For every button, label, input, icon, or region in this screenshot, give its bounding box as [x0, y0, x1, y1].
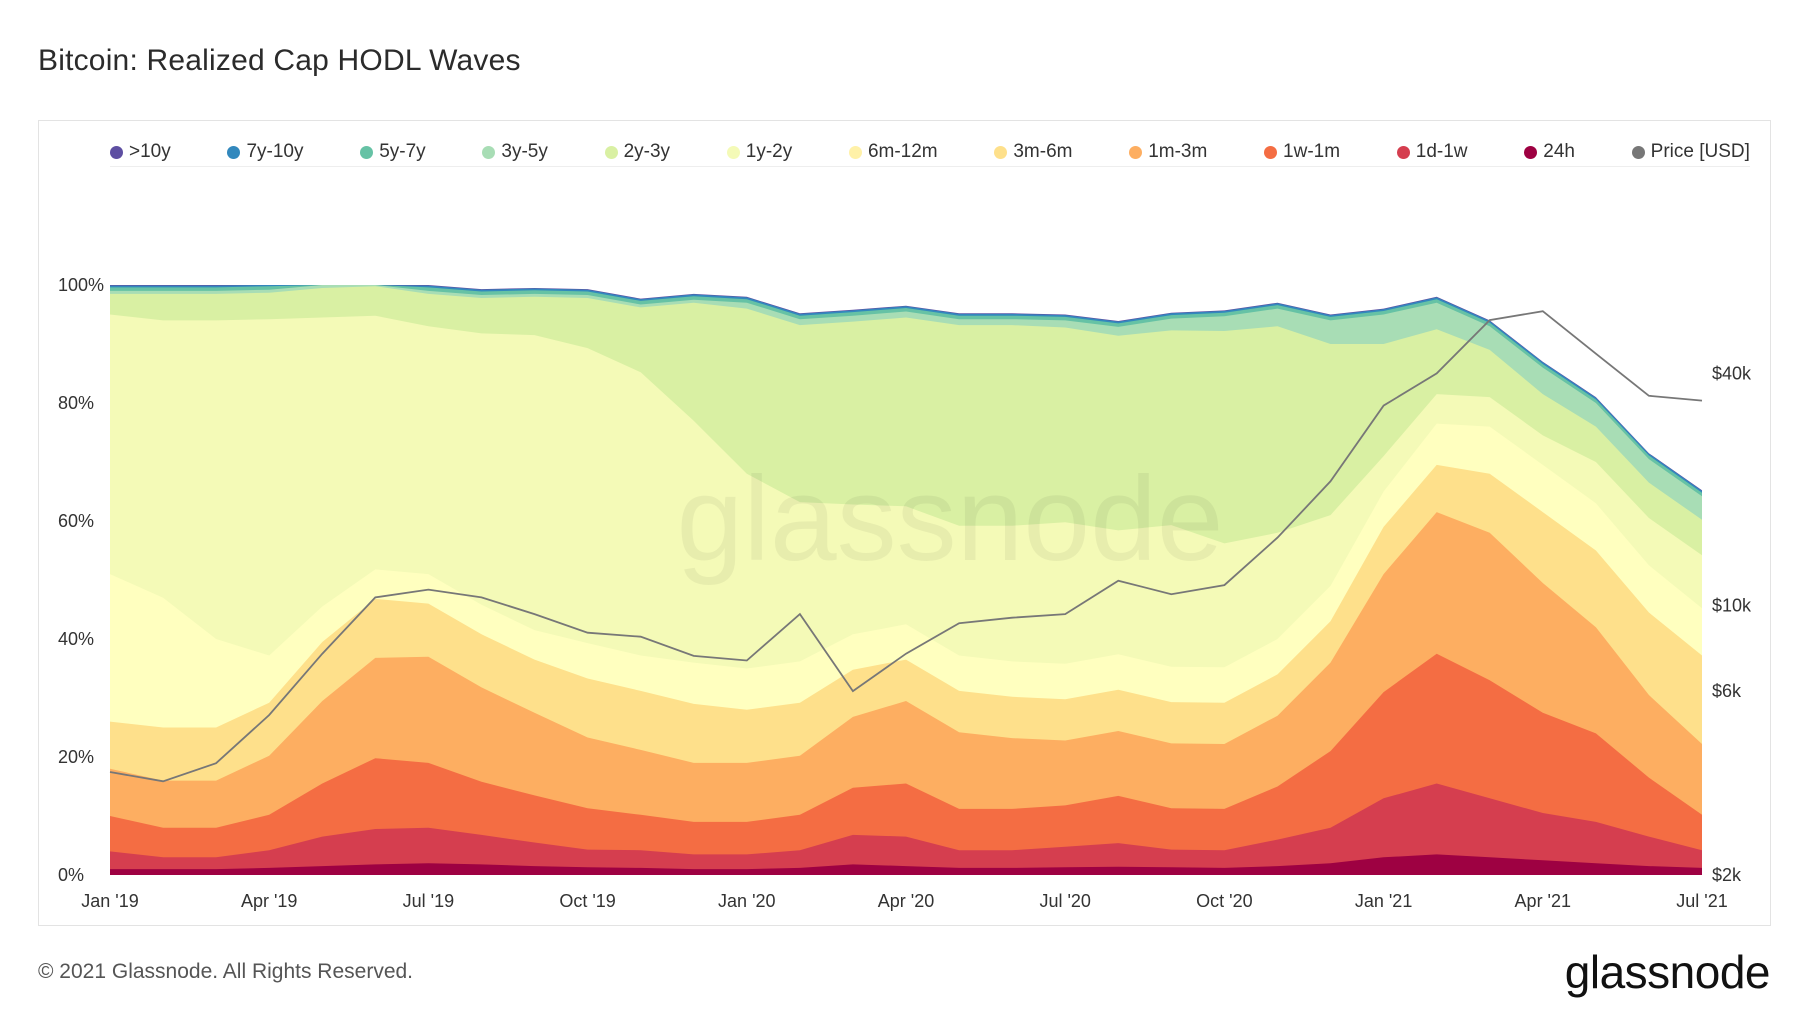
legend-dot	[1631, 145, 1645, 159]
area-band-1w-1m	[110, 653, 1702, 875]
x-tick-label: Jan '19	[81, 891, 138, 911]
watermark: glassnode	[676, 452, 1223, 586]
legend-dot	[848, 145, 862, 159]
area-band-24h	[110, 854, 1702, 875]
y-tick-label: 100%	[58, 275, 104, 295]
y2-tick-label: $10k	[1712, 596, 1752, 616]
legend-item[interactable]: 24h	[1524, 141, 1575, 163]
legend-label: >10y	[129, 141, 171, 162]
legend-item[interactable]: 6m-12m	[848, 141, 938, 163]
legend-item[interactable]: 1m-3m	[1129, 141, 1207, 163]
legend-item[interactable]: 1w-1m	[1264, 141, 1340, 163]
legend-item[interactable]: 1y-2y	[726, 141, 793, 163]
legend-item[interactable]: 5y-7y	[360, 141, 426, 163]
legend-label: 1w-1m	[1283, 141, 1341, 162]
legend-item[interactable]: 3y-5y	[482, 141, 548, 163]
legend-label: 6m-12m	[867, 141, 938, 162]
chart-legend: >10y 7y-10y 5y-7y 3y-5y 2y-3y 1y-2y 6m-12m 3m-6…	[110, 138, 1750, 166]
area-band-1d-1w	[110, 783, 1702, 875]
copyright-text: © 2021 Glassnode. All Rights Reserved.	[38, 960, 414, 983]
price-line	[109, 310, 1703, 783]
x-tick-label: Oct '20	[1196, 891, 1252, 911]
y2-tick-label: $40k	[1712, 363, 1752, 383]
legend-dot	[1129, 145, 1143, 159]
legend-item[interactable]: >10y	[110, 141, 171, 163]
legend-label: Price [USD]	[1650, 141, 1750, 162]
legend-item[interactable]: 3m-6m	[994, 141, 1072, 163]
brand-logo: glassnode	[1564, 946, 1771, 998]
x-tick-label: Jul '20	[1039, 891, 1090, 911]
y-tick-label: 80%	[58, 393, 94, 413]
x-tick-label: Jul '19	[403, 891, 454, 911]
y-tick-label: 60%	[58, 511, 94, 531]
legend-label: 1d-1w	[1415, 141, 1468, 162]
legend-dot	[1264, 145, 1278, 159]
legend-dot	[1396, 145, 1410, 159]
legend-label: 1y-2y	[745, 141, 793, 162]
legend-item[interactable]: 2y-3y	[604, 141, 671, 163]
legend-dot	[726, 145, 740, 159]
x-tick-label: Jul '21	[1676, 891, 1727, 911]
x-tick-label: Jan '20	[718, 891, 775, 911]
x-tick-label: Apr '19	[241, 891, 297, 911]
chart-title: Bitcoin: Realized Cap HODL Waves	[38, 44, 521, 77]
legend-label: 5y-7y	[379, 141, 426, 162]
legend-dot	[604, 145, 618, 159]
legend-label: 3y-5y	[501, 141, 548, 162]
y-tick-label: 40%	[58, 629, 94, 649]
y-tick-label: 20%	[58, 747, 94, 767]
x-tick-label: Jan '21	[1355, 891, 1412, 911]
legend-item[interactable]: 1d-1w	[1396, 141, 1468, 163]
legend-item[interactable]: Price [USD]	[1631, 141, 1750, 163]
legend-dot	[1524, 145, 1538, 159]
y-tick-label: 0%	[58, 865, 84, 885]
x-tick-label: Apr '20	[878, 891, 934, 911]
x-tick-label: Apr '21	[1515, 891, 1571, 911]
legend-dot	[994, 145, 1008, 159]
legend-dot	[110, 145, 123, 159]
legend-label: 7y-10y	[246, 141, 304, 162]
legend-label: 3m-6m	[1013, 141, 1073, 162]
legend-dot	[360, 145, 374, 159]
legend-label: 2y-3y	[623, 141, 671, 162]
legend-label: 1m-3m	[1148, 141, 1208, 162]
chart-frame	[38, 120, 1771, 926]
y2-tick-label: $2k	[1712, 865, 1742, 885]
legend-dot	[482, 145, 496, 159]
legend-dot	[227, 145, 241, 159]
y2-tick-label: $6k	[1712, 681, 1742, 701]
x-tick-label: Oct '19	[559, 891, 615, 911]
legend-item[interactable]: 7y-10y	[227, 141, 303, 163]
legend-label: 24h	[1543, 141, 1575, 162]
legend-divider	[110, 166, 1750, 167]
